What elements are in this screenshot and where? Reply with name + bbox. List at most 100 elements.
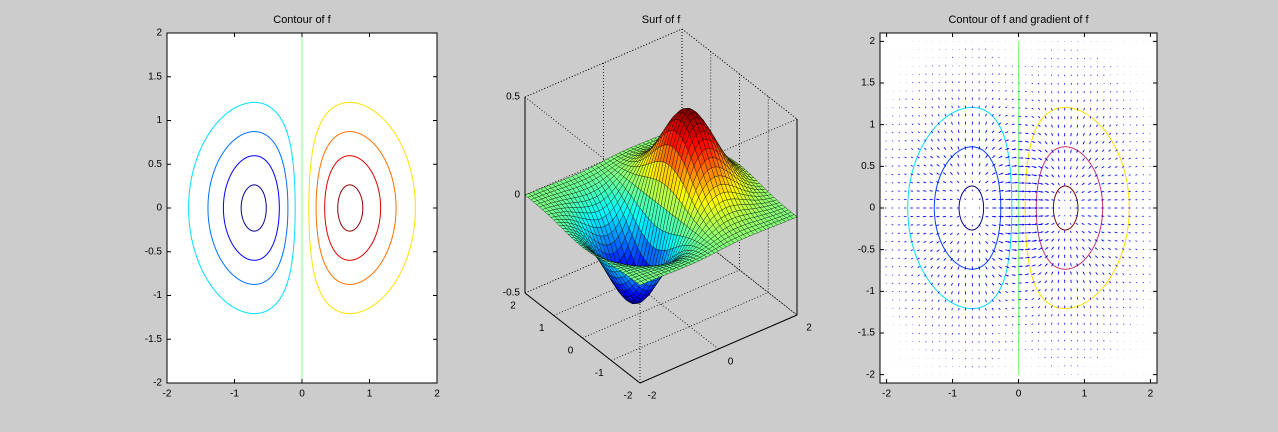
gradient-arrow: [1064, 158, 1066, 162]
gradient-arrow: [922, 224, 927, 226]
gradient-arrow: [991, 316, 994, 319]
gradient-arrow: [1064, 149, 1066, 154]
gradient-arrow: [949, 171, 953, 175]
gradient-arrow: [910, 215, 914, 218]
gradient-arrow: [1011, 115, 1015, 117]
contour-line: [324, 155, 382, 261]
gradient-arrow: [1116, 116, 1118, 119]
gradient-arrow: [949, 232, 953, 236]
gradient-arrow: [936, 240, 940, 244]
gradient-arrow: [1038, 272, 1042, 276]
gradient-arrow: [1081, 223, 1085, 226]
gradient-arrow: [942, 198, 947, 201]
gradient-arrow: [1108, 256, 1112, 259]
gradient-arrow: [924, 291, 927, 294]
gradient-arrow: [916, 190, 920, 192]
gradient-arrow: [1057, 166, 1060, 170]
y-tick-label: 2: [156, 28, 162, 39]
gradient-arrow: [922, 207, 927, 209]
gradient-arrow: [922, 181, 927, 184]
gradient-arrow: [1011, 165, 1018, 167]
gradient-arrow: [1102, 306, 1105, 309]
gradient-arrow: [916, 240, 920, 243]
gradient-arrow: [1051, 207, 1055, 209]
gradient-arrow: [991, 307, 994, 311]
gradient-arrow: [1089, 297, 1092, 300]
gradient-arrow: [929, 240, 933, 244]
gradient-arrow: [964, 299, 967, 303]
gradient-arrow: [1114, 239, 1118, 242]
gradient-arrow: [1100, 174, 1105, 177]
gradient-arrow: [985, 307, 987, 311]
gradient-arrow: [1011, 290, 1016, 293]
gradient-arrow: [903, 173, 907, 176]
gradient-arrow: [951, 282, 953, 287]
gradient-arrow: [1089, 124, 1092, 128]
gradient-arrow: [1115, 124, 1118, 127]
gradient-arrow: [964, 291, 967, 295]
gradient-arrow: [1044, 116, 1047, 119]
gradient-arrow: [1057, 199, 1061, 202]
gradient-arrow: [1044, 280, 1048, 284]
gradient-arrow: [924, 274, 927, 277]
gradient-arrow: [1011, 274, 1017, 276]
gradient-arrow: [1102, 107, 1105, 110]
gradient-arrow: [1089, 116, 1092, 119]
gradient-arrow: [1038, 231, 1044, 234]
gradient-arrow: [1081, 182, 1085, 186]
gradient-arrow: [985, 113, 987, 117]
gradient-arrow: [1025, 240, 1032, 242]
gradient-arrow: [1051, 124, 1053, 128]
gradient-arrow: [937, 274, 940, 278]
gradient-arrow: [1075, 199, 1079, 201]
gradient-arrow: [991, 146, 995, 150]
gradient-arrow: [998, 90, 1000, 92]
gradient-arrow: [1128, 248, 1131, 251]
gradient-arrow: [1031, 99, 1034, 102]
gradient-arrow: [905, 282, 907, 285]
gradient-arrow: [911, 106, 914, 109]
gradient-arrow: [1031, 90, 1034, 93]
gradient-arrow: [1031, 314, 1034, 317]
gradient-arrow: [964, 137, 967, 142]
gradient-arrow: [1087, 190, 1092, 193]
gradient-arrow: [978, 224, 981, 228]
gradient-arrow: [910, 249, 914, 252]
gradient-arrow: [978, 137, 981, 142]
z-tick-label: 0: [514, 190, 520, 201]
gradient-arrow: [1044, 141, 1048, 145]
gradient-arrow: [950, 257, 953, 262]
gradient-arrow: [1107, 174, 1111, 177]
gradient-arrow: [918, 291, 920, 294]
gradient-arrow: [1005, 249, 1011, 252]
gradient-arrow: [935, 181, 940, 184]
gradient-arrow: [1083, 107, 1085, 111]
gradient-arrow: [910, 148, 914, 151]
gradient-arrow: [1070, 270, 1072, 275]
contour-line: [308, 101, 416, 315]
gradient-arrow: [1101, 263, 1105, 267]
gradient-arrow: [911, 131, 914, 134]
gradient-arrow: [956, 198, 960, 201]
gradient-arrow: [943, 249, 947, 253]
gradient-arrow: [1121, 190, 1125, 193]
gradient-arrow: [924, 282, 927, 286]
gradient-arrow: [1025, 248, 1031, 251]
gradient-arrow: [938, 97, 940, 100]
gradient-arrow: [1038, 174, 1044, 177]
gradient-arrow: [1031, 165, 1037, 168]
gradient-arrow: [998, 181, 1004, 184]
gradient-arrow: [971, 154, 974, 159]
gradient-arrow: [929, 181, 933, 184]
gradient-arrow: [991, 274, 995, 278]
gradient-arrow: [1096, 107, 1098, 111]
gradient-arrow: [1018, 282, 1023, 284]
contour-line: [907, 106, 1013, 310]
gradient-arrow: [991, 224, 997, 227]
gradient-arrow: [945, 97, 947, 100]
gradient-arrow: [1005, 164, 1011, 167]
gradient-arrow: [1038, 297, 1041, 300]
gradient-arrow: [936, 155, 940, 159]
gradient-arrow: [1114, 223, 1118, 226]
